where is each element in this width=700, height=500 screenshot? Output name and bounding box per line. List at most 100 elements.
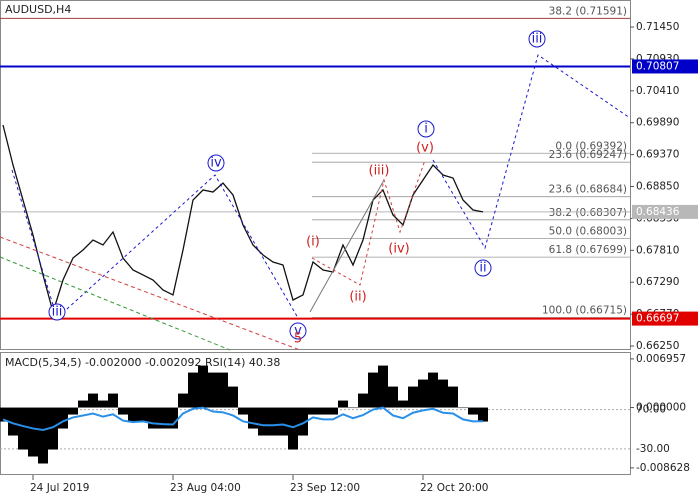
macd-bar bbox=[458, 407, 468, 409]
wave-label: (ii) bbox=[349, 290, 366, 305]
level-label: 0.70807 bbox=[636, 60, 679, 72]
wave-label: (iv) bbox=[388, 242, 409, 257]
main-frame bbox=[0, 0, 631, 350]
macd-bar bbox=[258, 407, 268, 436]
macd-bar bbox=[158, 407, 168, 429]
y-tick-label: 0.000000 bbox=[636, 402, 686, 414]
wave-circle bbox=[417, 120, 435, 138]
x-tick-label: 23 Aug 04:00 bbox=[170, 482, 241, 494]
macd-bar bbox=[318, 407, 328, 415]
macd-bar bbox=[88, 393, 98, 408]
x-tick-label: 24 Jul 2019 bbox=[30, 482, 89, 494]
macd-bar bbox=[168, 407, 178, 429]
macd-bar bbox=[178, 393, 188, 408]
y2-tick-label: 70.00 bbox=[636, 404, 666, 416]
y-tick-label: 0.006957 bbox=[636, 353, 686, 365]
fib-label: 100.0 (0.66715) bbox=[542, 304, 627, 316]
macd-bar bbox=[308, 407, 318, 415]
macd-bar bbox=[8, 407, 18, 436]
wave-label: i bbox=[424, 122, 428, 137]
y2-tick-label: -30.00 bbox=[636, 443, 670, 455]
wave-circle bbox=[289, 322, 307, 340]
wave-circle bbox=[48, 303, 66, 321]
y-tick-label: 0.67290 bbox=[636, 276, 679, 288]
wave-labels: iii iv v i ii iii (i) (ii) (iii) (iv) (v… bbox=[48, 30, 546, 347]
macd-bar bbox=[388, 386, 398, 408]
fib-label: 38.2 (0.68307) bbox=[549, 207, 627, 219]
y-tick-label: 0.69370 bbox=[636, 149, 679, 161]
wave-label: iv bbox=[210, 156, 222, 171]
price-line bbox=[2, 124, 484, 315]
fib-label: 38.2 (0.71591) bbox=[549, 5, 627, 17]
wave-label: iii bbox=[52, 305, 63, 320]
macd-bar bbox=[378, 365, 388, 408]
macd-bar bbox=[398, 400, 408, 408]
macd-bar bbox=[438, 379, 448, 408]
y-tick-label: -0.008628 bbox=[636, 462, 690, 474]
macd-bar bbox=[288, 407, 298, 450]
macd-bar bbox=[268, 407, 278, 436]
wave-label: (i) bbox=[306, 235, 320, 250]
macd-bar bbox=[118, 407, 128, 415]
macd-bar bbox=[58, 407, 68, 429]
macd-bar bbox=[298, 407, 308, 436]
macd-bar bbox=[468, 407, 478, 415]
wave-label: v bbox=[294, 324, 302, 339]
wave-label: (iii) bbox=[369, 164, 390, 179]
wave-label: iii bbox=[532, 32, 543, 47]
chart-title: AUDUSD,H4 bbox=[5, 3, 71, 16]
y-tick-label: 0.67810 bbox=[636, 244, 679, 256]
y-tick-label: 0.66250 bbox=[636, 340, 679, 352]
macd-bar bbox=[0, 407, 8, 422]
fib-label: 61.8 (0.67699) bbox=[549, 244, 627, 256]
macd-bar bbox=[448, 386, 458, 408]
wave-circle bbox=[528, 30, 546, 48]
macd-bar bbox=[68, 407, 78, 415]
level-box bbox=[632, 59, 698, 74]
level-box bbox=[632, 311, 698, 326]
level-box bbox=[632, 204, 698, 219]
macd-bar bbox=[128, 407, 138, 422]
wave-label: ii bbox=[479, 261, 486, 276]
wave-label: 5 bbox=[294, 332, 302, 347]
macd-bar bbox=[18, 407, 28, 450]
y-tick-label: 0.69890 bbox=[636, 117, 679, 129]
x-tick-label: 22 Oct 20:00 bbox=[420, 482, 488, 494]
wave-lines bbox=[0, 54, 631, 351]
fib-label: 50.0 (0.68003) bbox=[549, 225, 627, 237]
macd-bar bbox=[238, 407, 248, 415]
level-label: 0.68436 bbox=[636, 206, 680, 218]
fib-label: 0.0 (0.69392) bbox=[555, 140, 627, 152]
fib-label: 23.6 (0.68684) bbox=[549, 184, 627, 196]
macd-bar bbox=[368, 372, 378, 408]
macd-bar bbox=[248, 407, 258, 429]
y-tick-label: 0.68850 bbox=[636, 181, 679, 193]
fib-label: 23.6 (0.69247) bbox=[549, 149, 627, 161]
wave-path bbox=[11, 169, 299, 319]
macd-bar bbox=[348, 407, 358, 409]
macd-bar bbox=[98, 400, 108, 408]
macd-bar bbox=[108, 393, 118, 408]
y-tick-label: 0.71450 bbox=[636, 21, 679, 33]
rsi-line bbox=[2, 406, 484, 432]
macd-bar bbox=[478, 407, 488, 422]
macd-bar bbox=[228, 386, 238, 408]
trend-line bbox=[0, 256, 231, 351]
macd-bar bbox=[138, 407, 148, 422]
macd-bar bbox=[408, 386, 418, 408]
macd-bar bbox=[208, 372, 218, 408]
wave-circle bbox=[207, 154, 225, 172]
indicator-title: MACD(5,34,5) -0.002000 -0.002092 RSI(14)… bbox=[5, 356, 280, 369]
macd-bar bbox=[428, 372, 438, 408]
channel-line bbox=[309, 179, 385, 313]
macd-bar bbox=[48, 407, 58, 450]
macd-bar bbox=[338, 400, 348, 408]
macd-bar bbox=[358, 393, 368, 408]
macd-bar bbox=[328, 407, 338, 415]
trend-line bbox=[0, 236, 301, 351]
macd-bar bbox=[78, 400, 88, 408]
macd-bar bbox=[418, 379, 428, 408]
level-label: 0.66697 bbox=[636, 313, 679, 325]
macd-bar bbox=[38, 407, 48, 464]
wave-label: (v) bbox=[416, 141, 434, 156]
